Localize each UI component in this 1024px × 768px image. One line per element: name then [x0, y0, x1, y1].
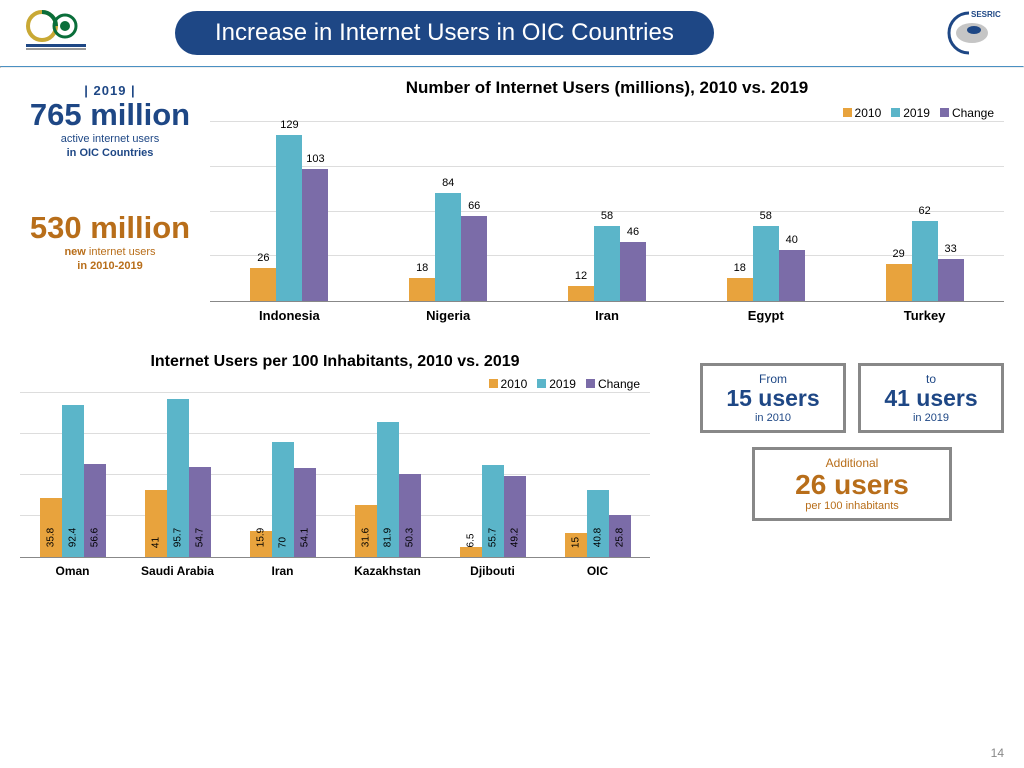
box-additional-26: Additional 26 users per 100 inhabitants: [752, 447, 952, 522]
legend-item: 2019: [537, 377, 576, 391]
bar: 35.8: [40, 498, 62, 557]
category-label: Nigeria: [369, 308, 528, 323]
bar: 46: [620, 242, 646, 301]
bar: 26: [250, 268, 276, 301]
category-label: Egypt: [686, 308, 845, 323]
chart2-area: Internet Users per 100 Inhabitants, 2010…: [20, 353, 650, 578]
category-label: Djibouti: [440, 564, 545, 578]
left-stat-panel: | 2019 | 765 million active internet use…: [20, 78, 200, 323]
bar: 81.9: [377, 422, 399, 557]
stat-530m-sub2: in 2010-2019: [20, 259, 200, 273]
bar-group: 31.681.950.3: [335, 422, 440, 557]
stat-530m: 530 million: [20, 211, 200, 245]
category-label: Iran: [230, 564, 335, 578]
chart2-legend: 2010 2019 Change: [20, 377, 650, 391]
category-label: Oman: [20, 564, 125, 578]
stat-year-label: | 2019 |: [20, 83, 200, 98]
bar: 31.6: [355, 505, 377, 557]
bar-group: 6.555.749.2: [440, 465, 545, 557]
upper-section: | 2019 | 765 million active internet use…: [0, 68, 1024, 323]
chart2-bars: 35.892.456.64195.754.715.97054.131.681.9…: [20, 393, 650, 558]
bar-group: 26129103: [210, 135, 369, 301]
chart1-area: Number of Internet Users (millions), 201…: [200, 78, 1004, 323]
bar: 15: [565, 533, 587, 558]
box-from-15: From 15 users in 2010: [700, 363, 846, 432]
stat-765m-sub1: active internet users: [20, 132, 200, 146]
bar: 18: [409, 278, 435, 301]
stat-block-2019: | 2019 | 765 million active internet use…: [20, 83, 200, 161]
bar: 41: [145, 490, 167, 558]
bar-group: 4195.754.7: [125, 399, 230, 557]
legend-item: Change: [940, 106, 994, 120]
category-label: Kazakhstan: [335, 564, 440, 578]
category-label: OIC: [545, 564, 650, 578]
chart1-title: Number of Internet Users (millions), 201…: [210, 78, 1004, 98]
page-title-pill: Increase in Internet Users in OIC Countr…: [175, 11, 714, 55]
lower-section: Internet Users per 100 Inhabitants, 2010…: [0, 323, 1024, 578]
bar: 58: [753, 226, 779, 301]
bar-group: 296233: [845, 221, 1004, 301]
chart2-title: Internet Users per 100 Inhabitants, 2010…: [20, 353, 650, 371]
bar: 103: [302, 169, 328, 301]
bar: 66: [461, 216, 487, 301]
category-label: Indonesia: [210, 308, 369, 323]
stat-block-new: 530 million new internet users in 2010-2…: [20, 211, 200, 274]
bar: 25.8: [609, 515, 631, 558]
legend-item: Change: [586, 377, 640, 391]
chart2-categories: OmanSaudi ArabiaIranKazakhstanDjiboutiOI…: [20, 564, 650, 578]
bar: 70: [272, 442, 294, 558]
header-bar: Increase in Internet Users in OIC Countr…: [0, 0, 1024, 66]
bar: 56.6: [84, 464, 106, 557]
stat-765m-sub2: in OIC Countries: [20, 146, 200, 160]
bar: 58: [594, 226, 620, 301]
bar-group: 185840: [686, 226, 845, 301]
chart1-bars: 26129103188466125846185840296233: [210, 122, 1004, 302]
category-label: Saudi Arabia: [125, 564, 230, 578]
bar: 62: [912, 221, 938, 301]
bar-group: 35.892.456.6: [20, 405, 125, 557]
bar: 33: [938, 259, 964, 301]
legend-item: 2010: [489, 377, 528, 391]
stat-530m-sub1: new internet users: [20, 245, 200, 259]
bar: 54.1: [294, 468, 316, 557]
bar: 49.2: [504, 476, 526, 557]
bar: 40: [779, 250, 805, 301]
bar: 6.5: [460, 547, 482, 558]
sesric-logo: SESRIC: [934, 8, 1004, 58]
box-to-41: to 41 users in 2019: [858, 363, 1004, 432]
bar: 95.7: [167, 399, 189, 557]
stat-765m: 765 million: [20, 98, 200, 132]
page-number: 14: [991, 746, 1004, 760]
bar: 40.8: [587, 490, 609, 557]
bar-group: 125846: [528, 226, 687, 301]
bar-group: 15.97054.1: [230, 442, 335, 558]
chart1-categories: IndonesiaNigeriaIranEgyptTurkey: [210, 308, 1004, 323]
bar: 50.3: [399, 474, 421, 557]
bar: 29: [886, 264, 912, 301]
bar: 92.4: [62, 405, 84, 557]
svg-text:SESRIC: SESRIC: [971, 10, 1001, 19]
bar: 129: [276, 135, 302, 301]
oic-logo: [20, 8, 95, 58]
bar: 18: [727, 278, 753, 301]
bar-group: 188466: [369, 193, 528, 301]
legend-item: 2010: [843, 106, 882, 120]
bar: 84: [435, 193, 461, 301]
chart1-legend: 2010 2019 Change: [210, 106, 1004, 120]
bar: 54.7: [189, 467, 211, 557]
category-label: Turkey: [845, 308, 1004, 323]
info-boxes: From 15 users in 2010 to 41 users in 201…: [650, 353, 1004, 578]
bar: 15.9: [250, 531, 272, 557]
legend-item: 2019: [891, 106, 930, 120]
bar: 12: [568, 286, 594, 301]
bar-group: 1540.825.8: [545, 490, 650, 557]
bar: 55.7: [482, 465, 504, 557]
category-label: Iran: [528, 308, 687, 323]
